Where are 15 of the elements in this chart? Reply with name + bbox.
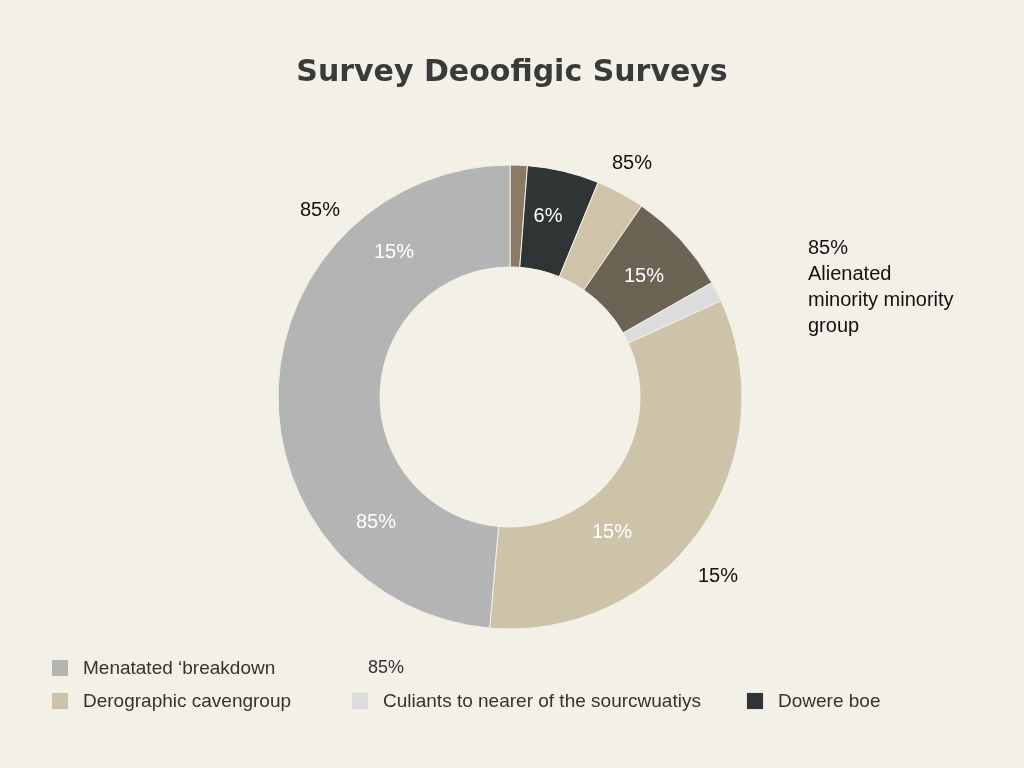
text: 15%: [697, 564, 739, 586]
text: 85% Alienated minority minority group: [808, 236, 954, 336]
chart-title: Survey Deoofigic Surveys: [296, 53, 728, 88]
legend-label: Menatated ‘breakdown: [83, 657, 276, 678]
text: 85%: [611, 151, 653, 173]
text: 15%: [623, 264, 665, 286]
legend-label: Dowere boe: [778, 690, 881, 711]
text: 85%: [368, 657, 405, 677]
text: 15%: [591, 520, 633, 542]
text: 85%: [355, 510, 397, 532]
text: 6%: [533, 204, 563, 226]
text: 15%: [373, 240, 415, 262]
legend-label: Culiants to nearer of the sourcwuatiys: [383, 690, 701, 711]
text: 85%: [299, 198, 341, 220]
legend-label: Derographic cavengroup: [83, 690, 292, 711]
